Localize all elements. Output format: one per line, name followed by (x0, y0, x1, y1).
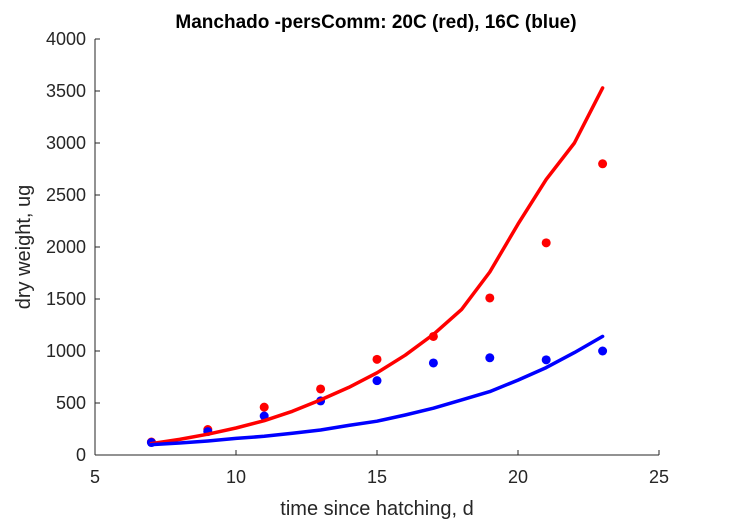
plot-area (146, 86, 608, 448)
y-tick-label: 2500 (46, 185, 86, 205)
series-0-data-point (259, 402, 269, 412)
y-tick-label: 3000 (46, 133, 86, 153)
y-axis-title: dry weight, ug (13, 185, 35, 310)
x-tick-label: 20 (508, 467, 528, 487)
y-tick-label: 2000 (46, 237, 86, 257)
x-tick-label: 5 (90, 467, 100, 487)
axes: 5 10 15 20 25 0 500 1000 1500 2000 2500 3000 3500 400… (46, 29, 669, 487)
y-tick-label: 0 (76, 445, 86, 465)
y-tick-label: 1500 (46, 289, 86, 309)
series-0-data-point (316, 384, 326, 394)
x-tick-label: 25 (649, 467, 669, 487)
x-tick-label: 10 (226, 467, 246, 487)
series-1-data-point (541, 355, 551, 365)
series-0-data-point (485, 293, 495, 303)
y-tick-label: 1000 (46, 341, 86, 361)
series-1-data-point (372, 376, 382, 386)
series-0-data-point (372, 354, 382, 364)
series-1-data-point (598, 346, 608, 356)
series-3-fit-line (149, 334, 605, 447)
x-axis-title: time since hatching, d (280, 498, 473, 520)
series-0-data-point (541, 238, 551, 248)
chart-title: Manchado -persComm: 20C (red), 16C (blue… (175, 12, 576, 33)
series-1-data-point (485, 353, 495, 363)
series-1-data-point (428, 358, 438, 368)
series-0-data-point (598, 159, 608, 169)
y-tick-label: 3500 (46, 81, 86, 101)
y-tick-label: 500 (56, 393, 86, 413)
x-tick-label: 15 (367, 467, 387, 487)
y-tick-label: 4000 (46, 29, 86, 49)
series-2-fit-line (149, 86, 605, 446)
